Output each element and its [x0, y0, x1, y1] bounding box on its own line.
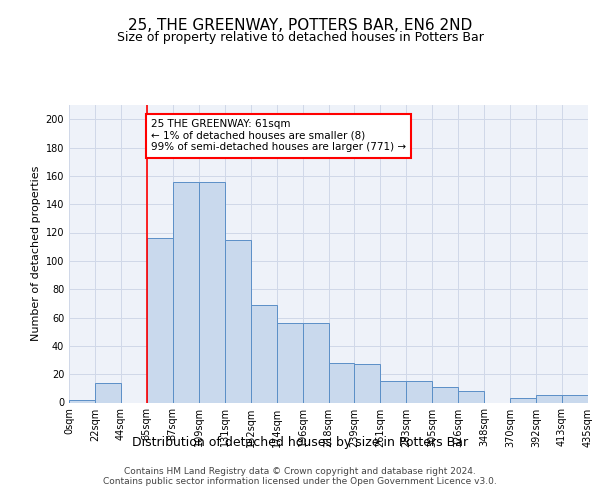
Bar: [302, 323, 329, 402]
Text: 25, THE GREENWAY, POTTERS BAR, EN6 2ND: 25, THE GREENWAY, POTTERS BAR, EN6 2ND: [128, 18, 472, 32]
Bar: [251, 304, 277, 402]
Y-axis label: Number of detached properties: Number of detached properties: [31, 166, 41, 342]
Bar: [536, 396, 562, 402]
Bar: [510, 398, 536, 402]
Bar: [147, 238, 173, 402]
Text: 25 THE GREENWAY: 61sqm
← 1% of detached houses are smaller (8)
99% of semi-detac: 25 THE GREENWAY: 61sqm ← 1% of detached …: [151, 119, 406, 152]
Bar: [355, 364, 380, 403]
Text: Distribution of detached houses by size in Potters Bar: Distribution of detached houses by size …: [132, 436, 468, 449]
Bar: [380, 381, 406, 402]
Bar: [329, 363, 355, 403]
Bar: [69, 400, 95, 402]
Bar: [225, 240, 251, 402]
Bar: [199, 182, 224, 402]
Text: Size of property relative to detached houses in Potters Bar: Size of property relative to detached ho…: [116, 32, 484, 44]
Text: Contains HM Land Registry data © Crown copyright and database right 2024.
Contai: Contains HM Land Registry data © Crown c…: [103, 466, 497, 486]
Bar: [277, 323, 302, 402]
Bar: [173, 182, 199, 402]
Bar: [458, 391, 484, 402]
Bar: [562, 396, 588, 402]
Bar: [95, 382, 121, 402]
Bar: [406, 381, 432, 402]
Bar: [433, 387, 458, 402]
